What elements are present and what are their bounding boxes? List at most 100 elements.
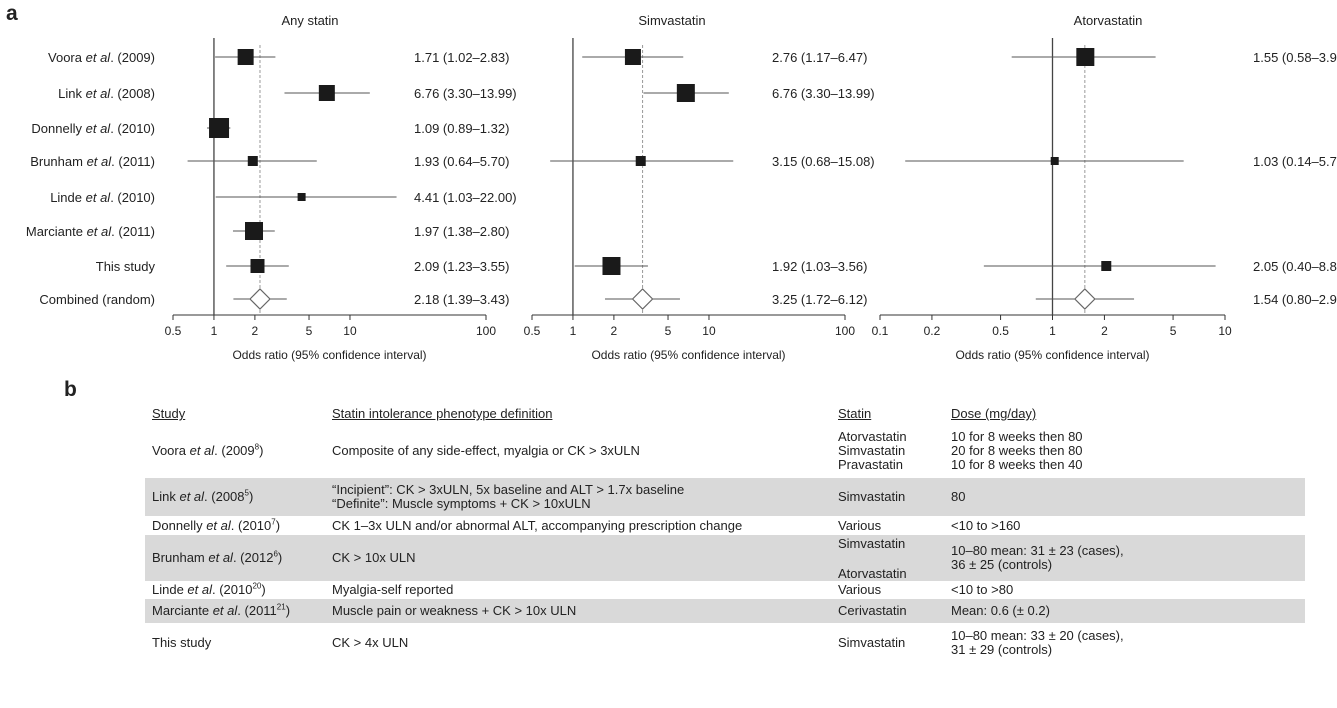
point-estimate: [676, 84, 695, 102]
study-name: This study: [152, 635, 212, 650]
study-label: Donnelly et al. (2010): [31, 121, 155, 136]
statin-name: Simvastatin: [838, 536, 906, 551]
header-definition: Statin intolerance phenotype definition: [332, 406, 553, 421]
forest-plot: Voora et al. (2009) Link et al. (2008) Don…: [26, 13, 1337, 362]
dose-value: 36 ± 25 (controls): [951, 557, 1053, 572]
x-tick-label: 0.1: [872, 324, 889, 338]
or-ci-label: 2.76 (1.17–6.47): [772, 50, 867, 65]
table-row: Brunham et al. (20126) CK > 10x ULN Simvas…: [145, 535, 1305, 581]
or-ci-label: 4.41 (1.03–22.00): [414, 190, 517, 205]
study-label: Marciante et al. (2011): [26, 224, 155, 239]
table-row: Link et al. (20085) “Incipient”: CK > 3xU…: [145, 478, 1305, 516]
pooled-diamond: [631, 288, 654, 310]
point-estimate: [245, 222, 264, 240]
or-ci-label: 1.55 (0.58–3.96): [1253, 50, 1337, 65]
dose-value: 10–80 mean: 31 ± 23 (cases),: [951, 543, 1124, 558]
statin-name: Cerivastatin: [838, 603, 907, 618]
study-label: Voora et al. (2009): [48, 50, 155, 65]
point-estimate: [624, 49, 641, 65]
panel-label-a: a: [6, 2, 18, 25]
x-tick-label: 2: [1101, 324, 1108, 338]
phenotype-definition: CK > 4x ULN: [332, 635, 409, 650]
x-tick-label: 5: [665, 324, 672, 338]
statin-name: Various: [838, 582, 882, 597]
or-ci-label: 2.05 (0.40–8.82): [1253, 259, 1337, 274]
study-name: Donnelly et al. (20107): [152, 517, 281, 533]
table-row: Donnelly et al. (20107) CK 1–3x ULN and/o…: [145, 516, 1305, 535]
x-tick-label: 2: [611, 324, 618, 338]
panel-title: Atorvastatin: [1074, 13, 1143, 28]
dose-value: 10–80 mean: 33 ± 20 (cases),: [951, 628, 1124, 643]
phenotype-definition: Myalgia-self reported: [332, 582, 454, 597]
x-tick-label: 10: [1218, 324, 1232, 338]
point-estimate: [247, 156, 258, 166]
study-label: This study: [96, 259, 156, 274]
table-row: Marciante et al. (201121) Muscle pain or …: [145, 599, 1305, 623]
or-ci-label: 1.97 (1.38–2.80): [414, 224, 509, 239]
panel-label-b: b: [64, 378, 77, 401]
study-label: Link et al. (2008): [58, 86, 155, 101]
table-row: Linde et al. (201020) Myalgia-self report…: [145, 581, 1305, 599]
statin-name: Atorvastatin: [838, 429, 907, 444]
or-ci-label: 2.09 (1.23–3.55): [414, 259, 509, 274]
or-ci-label: 1.71 (1.02–2.83): [414, 50, 509, 65]
point-estimate: [250, 259, 265, 273]
x-tick-label: 0.5: [524, 324, 541, 338]
or-ci-label: 1.93 (0.64–5.70): [414, 154, 509, 169]
x-tick-label: 100: [476, 324, 496, 338]
statin-name: Simvastatin: [838, 443, 906, 458]
statin-name: Simvastatin: [838, 489, 906, 504]
study-name: Marciante et al. (201121): [152, 602, 291, 618]
study-label: Combined (random): [39, 292, 155, 307]
x-tick-label: 0.5: [165, 324, 182, 338]
x-tick-label: 5: [1170, 324, 1177, 338]
study-label: Brunham et al. (2011): [30, 154, 155, 169]
or-ci-label: 2.18 (1.39–3.43): [414, 292, 509, 307]
x-tick-label: 1: [570, 324, 577, 338]
point-estimate: [635, 156, 646, 166]
or-ci-label: 3.15 (0.68–15.08): [772, 154, 875, 169]
phenotype-definition: Composite of any side-effect, myalgia or…: [332, 443, 640, 458]
or-ci-label: 6.76 (3.30–13.99): [414, 86, 517, 101]
point-estimate: [209, 118, 230, 138]
x-tick-label: 1: [211, 324, 218, 338]
phenotype-definition: Muscle pain or weakness + CK > 10x ULN: [332, 603, 577, 618]
or-ci-label: 1.54 (0.80–2.97): [1253, 292, 1337, 307]
header-statin: Statin: [838, 406, 872, 421]
x-tick-label: 2: [252, 324, 259, 338]
x-tick-label: 100: [835, 324, 855, 338]
point-estimate: [1101, 261, 1112, 271]
x-tick-label: 1: [1049, 324, 1056, 338]
or-ci-label: 1.03 (0.14–5.76): [1253, 154, 1337, 169]
dose-value: <10 to >80: [951, 582, 1014, 597]
statin-name: Various: [838, 517, 882, 533]
study-name: Voora et al. (20098): [152, 442, 264, 458]
pooled-diamond: [1073, 288, 1096, 310]
x-tick-label: 0.2: [924, 324, 941, 338]
or-ci-label: 1.92 (1.03–3.56): [772, 259, 867, 274]
or-ci-label: 6.76 (3.30–13.99): [772, 86, 875, 101]
header-study: Study: [152, 406, 186, 421]
dose-value: Mean: 0.6 (± 0.2): [951, 603, 1050, 618]
dose-value: 31 ± 29 (controls): [951, 642, 1053, 657]
point-estimate: [1050, 157, 1059, 165]
dose-value: 20 for 8 weeks then 80: [951, 443, 1083, 458]
point-estimate: [237, 49, 254, 65]
table-header-row: Study Statin intolerance phenotype defin…: [145, 405, 1305, 423]
study-name: Linde et al. (201020): [152, 581, 266, 597]
phenotype-definition: “Incipient”: CK > 3xULN, 5x baseline and…: [332, 482, 685, 497]
statin-name: Simvastatin: [838, 635, 906, 650]
phenotype-definition: CK 1–3x ULN and/or abnormal ALT, accompa…: [332, 517, 743, 533]
study-name: Link et al. (20085): [152, 488, 254, 504]
point-estimate: [602, 257, 621, 275]
or-ci-label: 3.25 (1.72–6.12): [772, 292, 867, 307]
x-axis-label: Odds ratio (95% confidence interval): [591, 348, 785, 362]
panel-title: Any statin: [281, 13, 338, 28]
x-axis-label: Odds ratio (95% confidence interval): [232, 348, 426, 362]
x-tick-label: 0.5: [992, 324, 1009, 338]
dose-value: <10 to >160: [951, 517, 1021, 533]
pooled-diamond: [249, 288, 271, 310]
header-dose: Dose (mg/day): [951, 406, 1037, 421]
table-row: Voora et al. (20098) Composite of any sid…: [145, 424, 1305, 478]
statin-name: Pravastatin: [838, 457, 904, 472]
